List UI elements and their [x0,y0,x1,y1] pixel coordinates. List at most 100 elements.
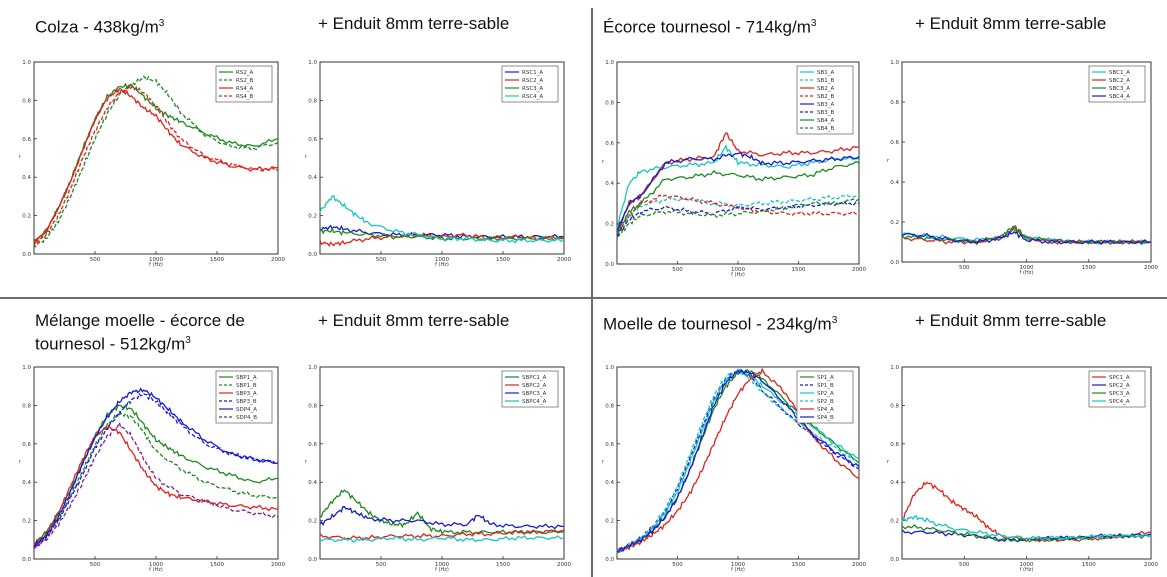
y-tick-label: 0.4 [308,175,317,181]
legend-label: SBC4_A [1109,94,1130,100]
legend-box [796,370,854,424]
legend-label: SP1_B [817,383,834,389]
y-tick-label: 0.2 [22,519,31,525]
x-axis-label: f (Hz) [731,567,745,573]
legend-label: SB2_B [817,94,835,100]
legend-label: SBP1_B [236,383,257,389]
x-tick-label: 500 [672,562,683,568]
legend-label: SB1_B [817,78,835,84]
legend-label: SDP4_A [236,407,257,413]
series-line-SPC4_A [901,514,1152,541]
x-tick-label: 1500 [496,257,510,263]
title-superscript: 3 [810,18,817,29]
x-tick-label: 2000 [557,257,571,263]
y-tick-label: 0.0 [605,557,614,563]
series-line-SB1_B [616,194,860,233]
plot-ecorce-enduit: 0.0 0.2 0.4 0.6 0.8 1.0 500 1000 1500 2000 f (Hz) r… [887,60,1159,276]
x-tick-label: 1000 [1020,265,1034,271]
legend-label: SBP3_A [236,391,257,397]
y-tick-label: 0.8 [605,100,614,106]
legend-label: SBC1_A [1109,70,1130,76]
y-tick-label: 0.0 [22,557,31,563]
title-text: Mélange moelle - écorce de tournesol - 5… [35,311,245,354]
series-line-SP4_B [616,368,860,553]
series-line-SDP4_B [33,420,279,549]
legend-label: RS4_A [236,86,254,92]
plot-melange-enduit: 0.0 0.2 0.4 0.6 0.8 1.0 500 1000 1500 2000 f (Hz) r… [305,365,572,573]
plot-colza: 0.0 0.2 0.4 0.6 0.8 1.0 500 1000 1500 2000 f (Hz) r… [19,60,286,268]
title-text: Colza - 438kg/m [35,17,159,37]
y-tick-label: 0.2 [890,519,899,525]
series-line-SB4_B [616,198,860,238]
enduit-title-4: + Enduit 8mm terre-sable [915,311,1107,330]
legend-label: RSC2_A [522,78,543,84]
y-tick-label: 0.6 [605,442,614,448]
y-tick-label: 0.8 [308,403,317,409]
y-tick-label: 0.0 [308,557,317,563]
y-tick-label: 0.0 [605,262,614,268]
series-line-SB1_A [616,143,860,228]
panel-title-colza: Colza - 438kg/m3 [35,14,164,38]
x-tick-label: 1000 [435,257,449,263]
y-axis-label: r [602,159,605,165]
x-tick-label: 2000 [1144,265,1158,271]
x-axis-label: f (Hz) [1020,270,1034,276]
enduit-title-3: + Enduit 8mm terre-sable [318,311,510,330]
y-tick-label: 0.2 [22,214,31,220]
legend-label: SP4_A [817,407,834,413]
series-line-RSC1_A [319,224,565,240]
legend-label: RSC3_A [522,86,543,92]
y-axis-label: r [19,154,22,160]
title-superscript: 3 [831,315,838,326]
legend-label: SP2_B [817,399,834,405]
series-line-SBPC4_A [319,535,565,543]
series-line-SBP1_B [33,410,279,547]
legend-label: RS4_B [236,94,254,100]
plot-ecorce: 0.0 0.2 0.4 0.6 0.8 1.0 500 1000 1500 2000 f (Hz) r… [602,60,867,278]
x-tick-label: 2000 [271,257,285,263]
x-tick-label: 500 [959,265,970,271]
x-tick-label: 500 [90,562,101,568]
y-axis-label: r [887,158,890,164]
legend-label: SBP1_A [236,375,257,381]
x-tick-label: 1000 [435,562,449,568]
legend-label: SPC3_A [1109,391,1130,397]
series-line-SPC1_A [901,481,1152,543]
y-axis-label: r [305,154,308,160]
series-line-SBPC2_A [319,529,565,541]
legend-label: SP4_B [817,415,834,421]
x-tick-label: 500 [376,257,387,263]
legend-label: RS2_A [236,70,254,76]
y-tick-label: 1.0 [890,60,899,66]
title-superscript: 3 [158,18,165,29]
title-text: Écorce tournesol - 714kg/m [603,17,811,37]
x-axis-label: f (Hz) [731,272,745,278]
x-tick-label: 1500 [1082,562,1096,568]
legend-label: SBP3_B [236,399,257,405]
legend-label: SBPC4_A [522,399,547,405]
legend-label: SB3_B [817,110,835,116]
series-line-SB2_B [616,194,860,238]
y-tick-label: 0.4 [605,181,614,187]
series-line-RSC4_A [319,195,565,244]
title-superscript: 3 [185,335,191,346]
x-tick-label: 1500 [210,562,224,568]
title-text: Moelle de tournesol - 234kg/m [603,314,832,334]
legend-label: SDP4_B [236,415,257,421]
y-tick-label: 0.2 [605,519,614,525]
y-tick-label: 0.0 [308,252,317,258]
series-line-SB3_B [616,200,860,237]
y-tick-label: 0.4 [22,480,31,486]
series-line-SBP3_B [33,392,279,550]
series-line-SBC4_A [901,230,1152,245]
y-axis-label: r [602,459,605,465]
y-tick-label: 0.6 [308,137,317,143]
legend-label: SBPC1_A [522,375,547,381]
y-tick-label: 0.4 [605,480,614,486]
x-tick-label: 1500 [792,562,806,568]
series-line-RS2_B [33,75,279,248]
x-axis-label: f (Hz) [435,567,449,573]
legend-label: SBPC3_A [522,391,547,397]
x-tick-label: 1500 [792,267,806,273]
y-tick-label: 1.0 [308,60,317,66]
